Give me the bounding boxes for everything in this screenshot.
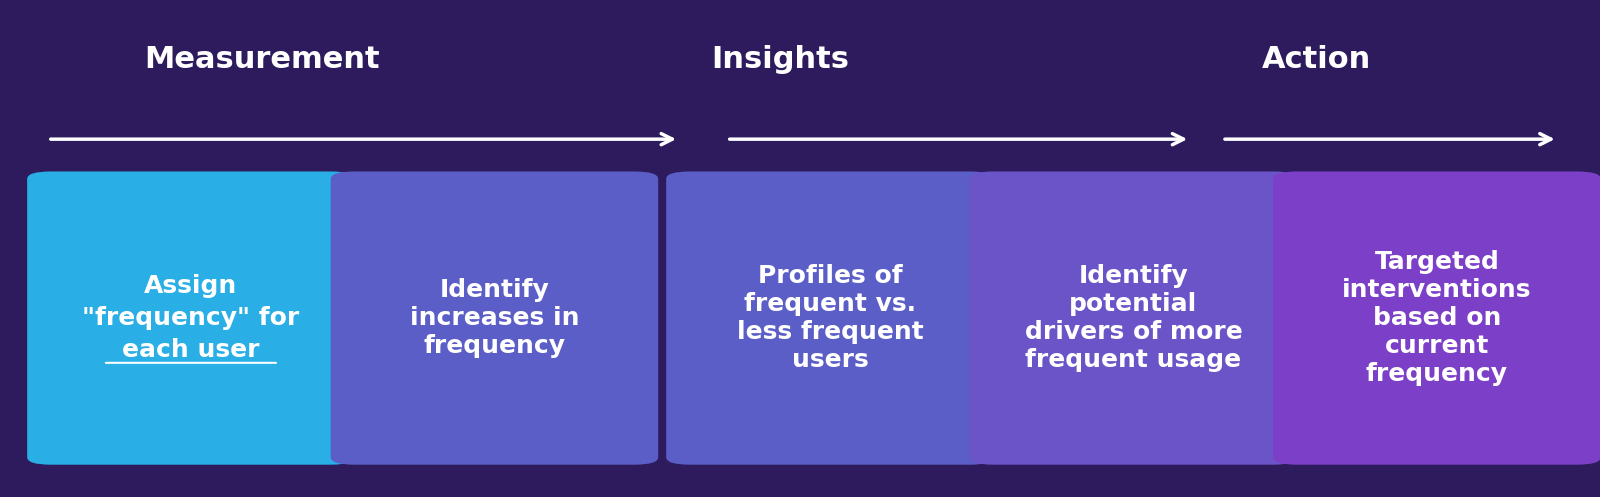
Text: Assign: Assign <box>144 274 237 298</box>
Text: Targeted
interventions
based on
current
frequency: Targeted interventions based on current … <box>1342 250 1531 386</box>
Text: Insights: Insights <box>710 45 850 74</box>
FancyBboxPatch shape <box>27 171 355 465</box>
Text: Action: Action <box>1262 45 1371 74</box>
Text: "frequency" for: "frequency" for <box>82 306 299 330</box>
Text: Profiles of
frequent vs.
less frequent
users: Profiles of frequent vs. less frequent u… <box>736 264 923 372</box>
Text: each user: each user <box>122 338 259 362</box>
FancyBboxPatch shape <box>1274 171 1600 465</box>
FancyBboxPatch shape <box>666 171 994 465</box>
Text: Identify
increases in
frequency: Identify increases in frequency <box>410 278 579 358</box>
Text: Measurement: Measurement <box>144 45 379 74</box>
FancyBboxPatch shape <box>970 171 1298 465</box>
Text: Identify
potential
drivers of more
frequent usage: Identify potential drivers of more frequ… <box>1024 264 1242 372</box>
FancyBboxPatch shape <box>331 171 658 465</box>
